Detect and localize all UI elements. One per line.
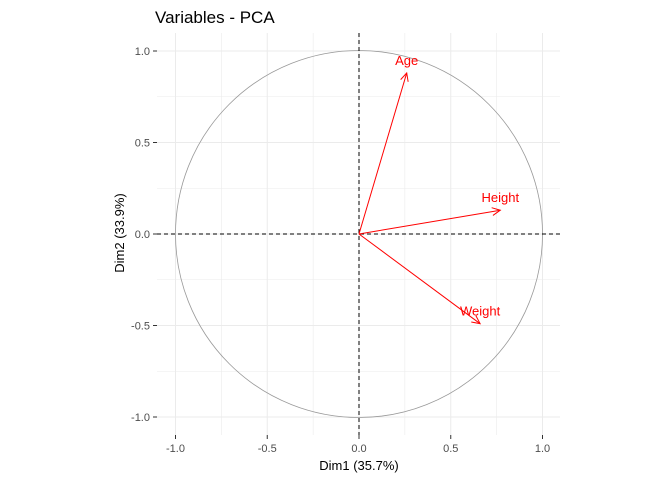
- chart-title: Variables - PCA: [155, 8, 275, 27]
- label-height: Height: [482, 190, 520, 205]
- x-axis-ticks: -1.0 -0.5 0.0 0.5 1.0: [166, 435, 550, 455]
- y-tick-label: -1.0: [131, 412, 150, 424]
- arrowhead-age: [400, 71, 409, 82]
- x-tick-label: -1.0: [166, 443, 185, 455]
- y-tick-label: 1.0: [135, 46, 150, 58]
- arrow-height: [358, 209, 501, 235]
- y-axis-label: Dim2 (33.9%): [112, 193, 127, 272]
- y-axis-ticks: -1.0 -0.5 0.0 0.5 1.0: [131, 46, 157, 424]
- label-weight: Weight: [460, 304, 501, 319]
- y-tick-label: 0.0: [135, 229, 150, 241]
- y-tick-label: -0.5: [131, 321, 150, 333]
- arrow-age: [358, 72, 408, 235]
- arrow-weight: [358, 233, 481, 325]
- x-axis-label: Dim1 (35.7%): [319, 458, 398, 473]
- variable-arrows: Age Height Weight: [358, 53, 520, 325]
- y-tick-label: 0.5: [135, 138, 150, 150]
- grid: [157, 33, 560, 435]
- arrowhead-weight: [471, 315, 482, 325]
- label-age: Age: [395, 53, 418, 68]
- x-tick-label: -0.5: [258, 443, 277, 455]
- x-tick-label: 0.0: [351, 443, 366, 455]
- arrowhead-height: [491, 207, 502, 216]
- x-tick-label: 1.0: [535, 443, 550, 455]
- x-tick-label: 0.5: [443, 443, 458, 455]
